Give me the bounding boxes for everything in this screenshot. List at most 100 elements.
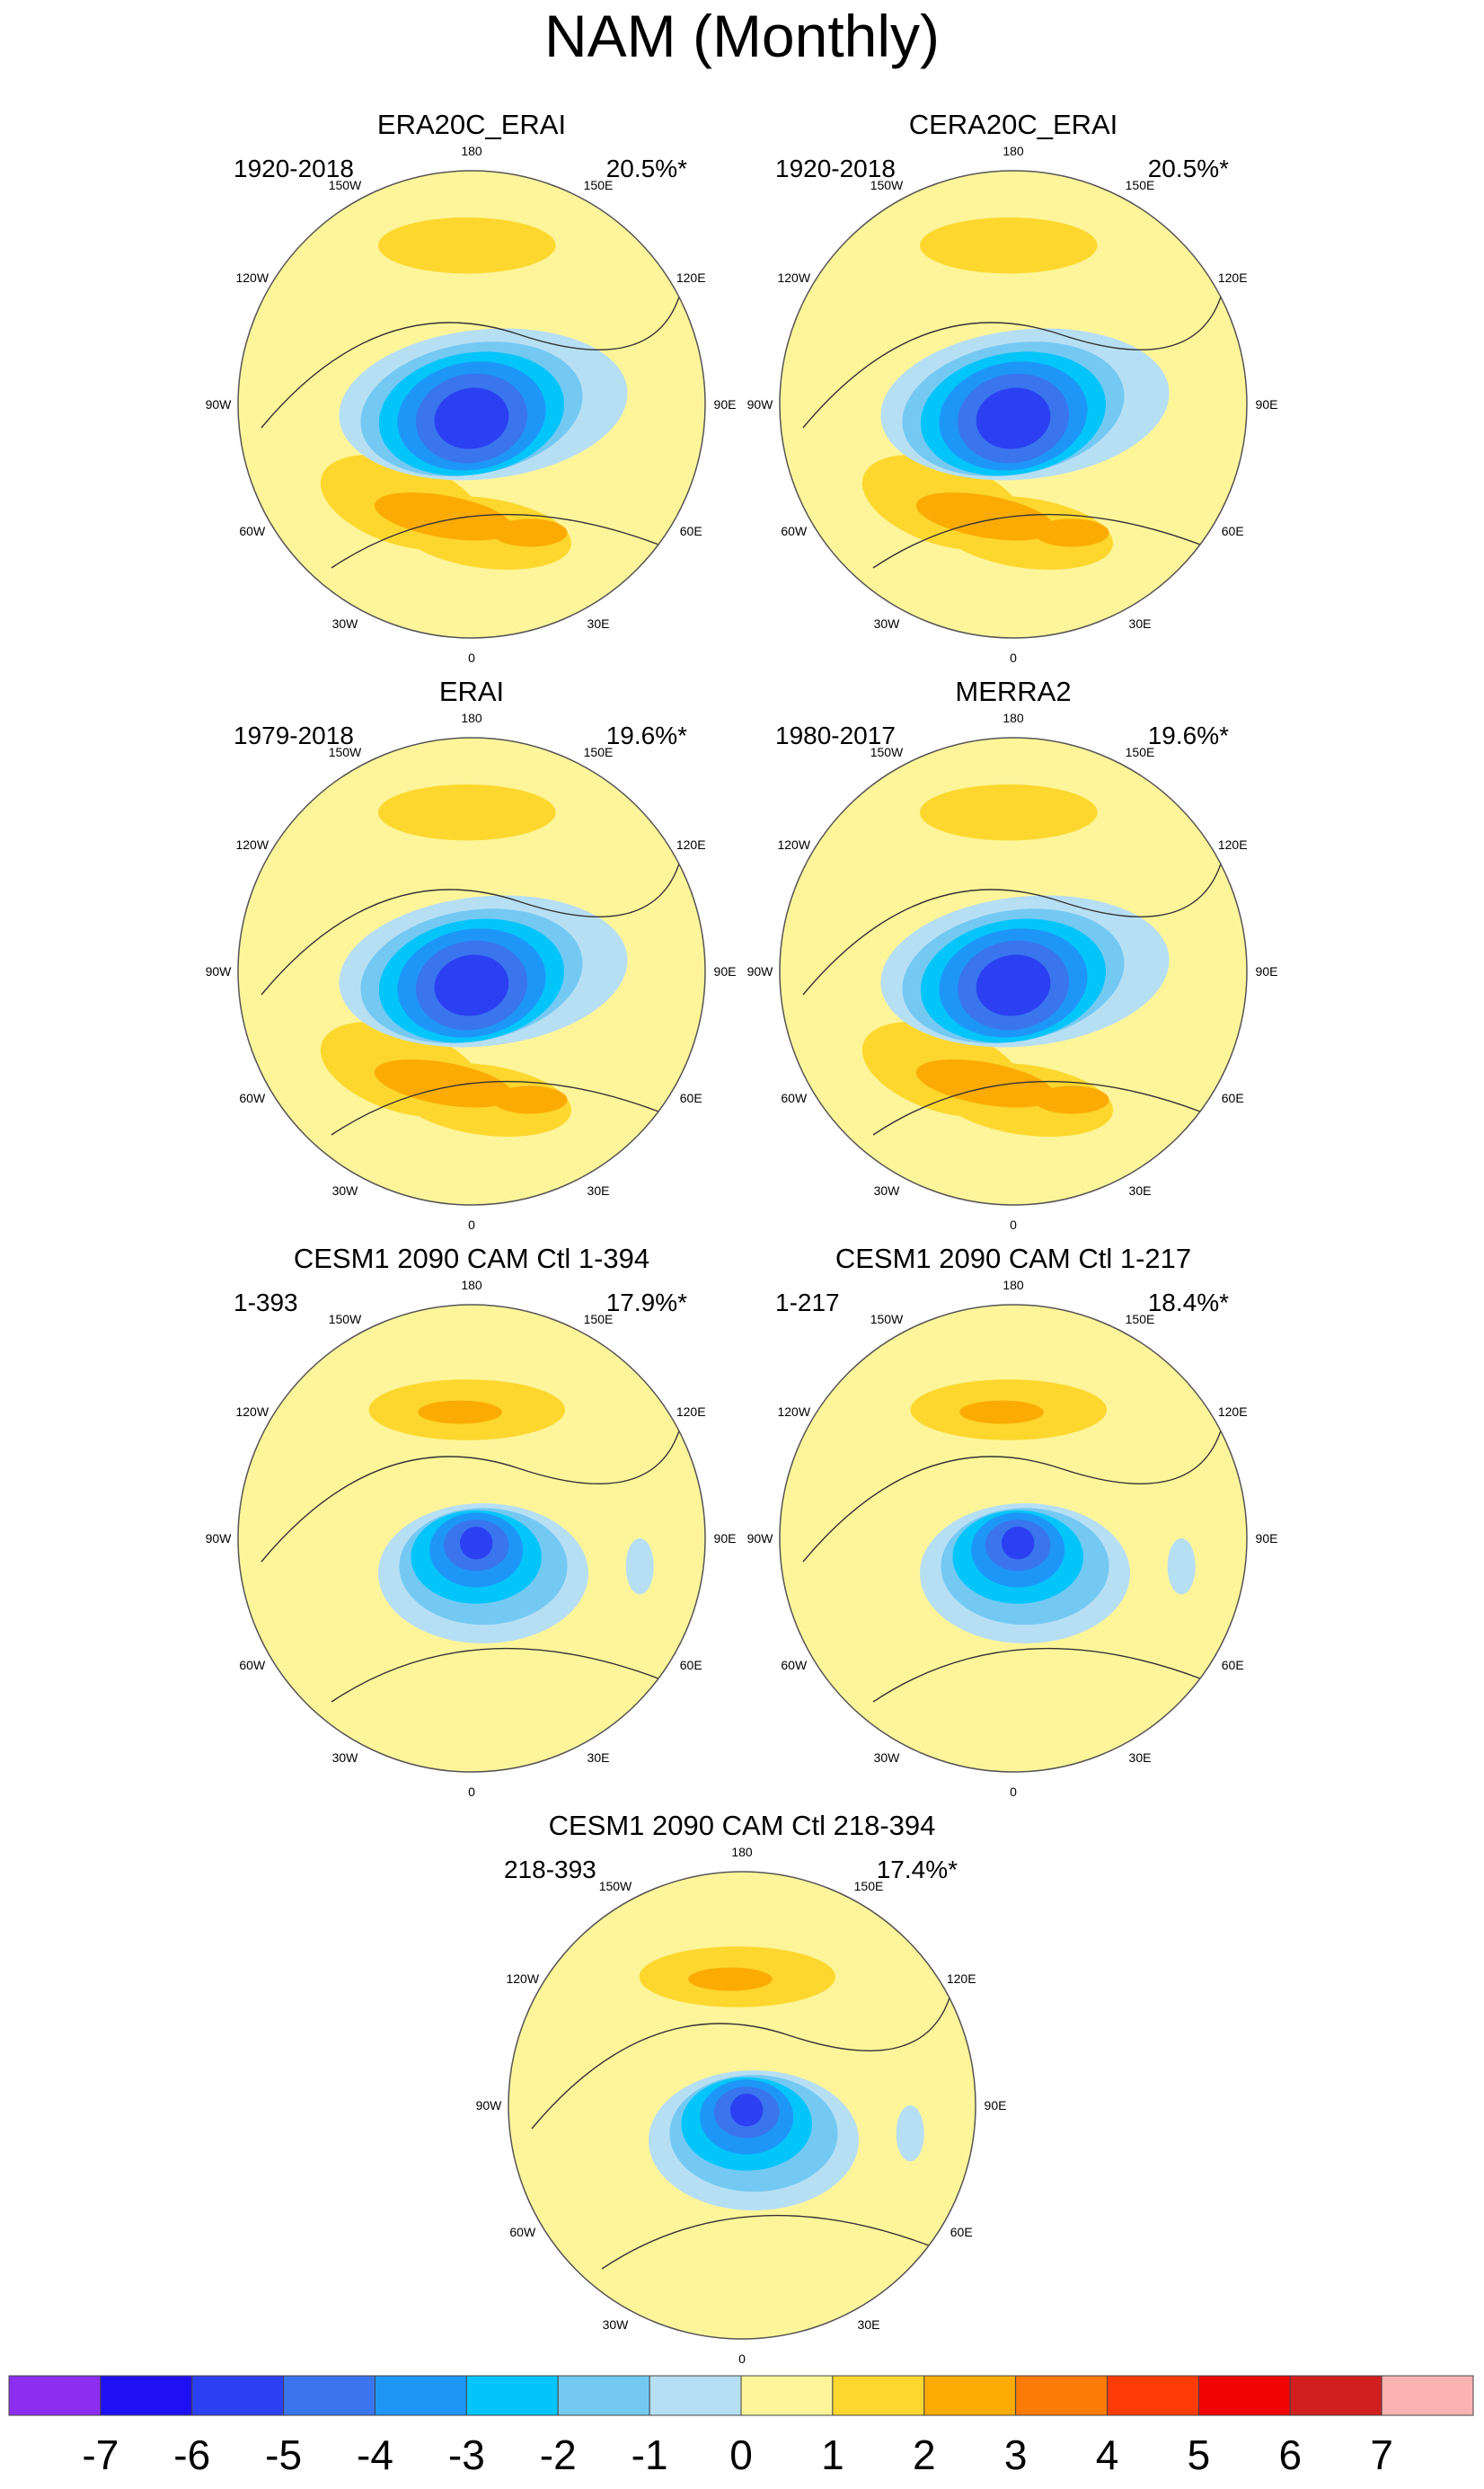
colorbar-label: -4: [357, 2431, 393, 2478]
longitude-label: 60E: [1222, 1658, 1244, 1672]
longitude-label: 120E: [676, 837, 706, 852]
colorbar-swatch: [557, 2375, 650, 2416]
colorbar-label: 2: [913, 2431, 936, 2478]
longitude-label: 150E: [1126, 745, 1155, 759]
colorbar-label: 6: [1278, 2431, 1302, 2478]
longitude-label: 180: [731, 1845, 753, 1859]
longitude-label: 90W: [206, 964, 233, 979]
longitude-label: 60W: [239, 1658, 266, 1672]
colorbar-swatch: [8, 2375, 102, 2416]
panel-period: 1979-2018: [234, 722, 354, 749]
colorbar: -7 -6 -5 -4 -3 -2 -1 0 1 2 3 4 5 6 7: [8, 2375, 1474, 2478]
longitude-label: 90E: [1256, 964, 1278, 979]
longitude-label: 30W: [332, 616, 359, 631]
longitude-label: 120E: [1218, 270, 1248, 285]
panel-title: ERA20C_ERAI: [377, 109, 566, 140]
longitude-label: 90E: [714, 397, 737, 412]
longitude-label: 0: [1010, 1218, 1017, 1232]
longitude-label: 90E: [714, 1531, 737, 1546]
longitude-label: 150W: [599, 1879, 632, 1893]
colorbar-label: 0: [729, 2431, 753, 2478]
map-field: [780, 171, 1247, 638]
longitude-label: 120W: [235, 837, 269, 852]
panel-title: ERAI: [439, 676, 504, 707]
colorbar-label: 3: [1004, 2431, 1028, 2478]
panel-variance: 18.4%*: [1148, 1289, 1229, 1316]
panel-title: CESM1 2090 CAM Ctl 1-394: [294, 1243, 649, 1274]
map-field: [780, 738, 1247, 1205]
coastline: [802, 287, 1224, 429]
colorbar-label: 7: [1370, 2431, 1393, 2478]
longitude-label: 90E: [985, 2098, 1007, 2113]
longitude-label: 120W: [235, 270, 269, 285]
longitude-label: 30E: [1129, 616, 1152, 631]
longitude-label: 30E: [858, 2317, 880, 2332]
colorbar-label: -6: [173, 2431, 210, 2478]
longitude-label: 150W: [329, 178, 362, 192]
panel-title: CERA20C_ERAI: [909, 109, 1118, 140]
map-panel: CESM1 2090 CAM Ctl 1-394 1-393 17.9%* 180 15…: [206, 1243, 737, 1799]
coastline: [331, 513, 659, 569]
longitude-label: 30W: [603, 2317, 630, 2332]
colorbar-swatch: [191, 2375, 285, 2416]
panel-period: 1-217: [775, 1289, 840, 1316]
longitude-label: 120W: [777, 270, 810, 285]
colorbar-swatch: [1289, 2375, 1382, 2416]
coastline: [331, 1080, 659, 1136]
map-border: [237, 1304, 706, 1773]
longitude-label: 90E: [1256, 397, 1278, 412]
map-panel: ERAI 1979-2018 19.6%* 180 150E 120E 90E 60E 30E 0…: [206, 676, 737, 1232]
colorbar-label: -3: [448, 2431, 485, 2478]
longitude-label: 30W: [332, 1183, 359, 1198]
panel-title: CESM1 2090 CAM Ctl 218-394: [549, 1810, 936, 1841]
longitude-label: 90W: [476, 2098, 503, 2113]
longitude-label: 30E: [587, 616, 610, 631]
longitude-label: 90W: [747, 1531, 774, 1546]
longitude-label: 150E: [1126, 1312, 1155, 1326]
panel-title: CESM1 2090 CAM Ctl 1-217: [835, 1243, 1191, 1274]
coastline: [872, 513, 1201, 569]
longitude-label: 180: [461, 711, 482, 725]
colorbar-swatch: [465, 2375, 559, 2416]
map-field: [238, 1305, 705, 1772]
longitude-label: 120W: [235, 1404, 269, 1419]
longitude-label: 120W: [506, 1971, 539, 1986]
map-field: [508, 1872, 976, 2339]
longitude-label: 60W: [239, 524, 266, 538]
colorbar-swatch: [1197, 2375, 1291, 2416]
longitude-label: 120W: [777, 1404, 810, 1419]
longitude-label: 60W: [781, 1658, 808, 1672]
longitude-label: 150E: [1126, 178, 1155, 192]
panel-title: MERRA2: [955, 676, 1071, 707]
colorbar-swatch: [375, 2375, 467, 2416]
longitude-label: 180: [1003, 711, 1024, 725]
longitude-label: 0: [1010, 1785, 1017, 1799]
colorbar-label: 4: [1096, 2431, 1119, 2478]
coastline: [601, 2214, 930, 2270]
longitude-label: 60E: [680, 524, 702, 538]
figure-title: NAM (Monthly): [543, 3, 941, 69]
longitude-label: 90W: [206, 1531, 233, 1546]
longitude-label: 120E: [676, 270, 706, 285]
panel-period: 218-393: [504, 1856, 596, 1883]
panel-period: 1-393: [234, 1289, 298, 1316]
longitude-label: 30E: [587, 1183, 610, 1198]
longitude-label: 60E: [1222, 1091, 1244, 1105]
colorbar-swatch: [1015, 2375, 1108, 2416]
map-field: [238, 171, 705, 638]
colorbar-swatch: [1107, 2375, 1199, 2416]
longitude-label: 0: [468, 651, 475, 665]
longitude-label: 180: [461, 1278, 482, 1292]
coastline: [802, 854, 1224, 996]
longitude-label: 60E: [950, 2225, 973, 2239]
map-border: [779, 1304, 1248, 1773]
map-border: [779, 737, 1248, 1206]
longitude-label: 30W: [874, 616, 901, 631]
longitude-label: 120E: [1218, 1404, 1248, 1419]
longitude-label: 180: [1003, 144, 1024, 158]
longitude-label: 150W: [329, 745, 362, 759]
longitude-label: 90E: [1256, 1531, 1278, 1546]
panel-period: 1980-2017: [775, 722, 896, 749]
longitude-label: 0: [468, 1218, 475, 1232]
